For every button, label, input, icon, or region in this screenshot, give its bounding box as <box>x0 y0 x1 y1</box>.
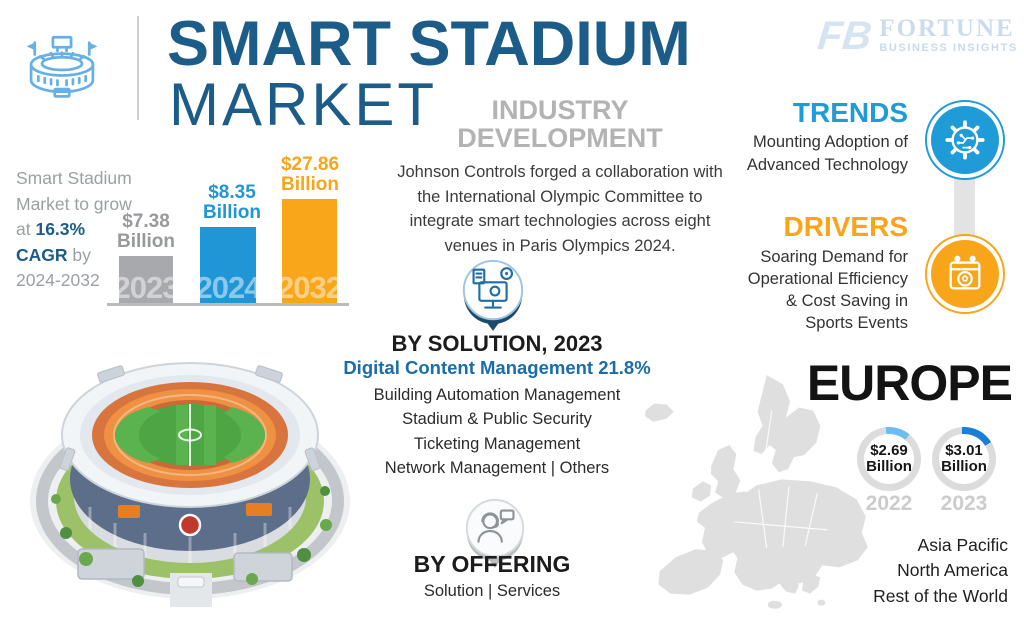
technology-gear-icon <box>945 120 985 160</box>
logo-tagline: BUSINESS INSIGHTS <box>879 42 1018 54</box>
solution-item: Stadium & Public Security <box>402 410 592 429</box>
bar-label-2032: $27.86 Billion <box>262 155 358 195</box>
bar-year-2032: 2032 <box>277 270 343 305</box>
region-item: North America <box>897 560 1008 581</box>
page-title: SMART STADIUM <box>167 9 691 79</box>
region-list: Asia Pacific North America Rest of the W… <box>800 533 1008 609</box>
bar-value-2024: $8.35 <box>208 182 256 203</box>
by-offering-list: Solution | Services <box>423 582 561 600</box>
trends-heading: TRENDS <box>792 97 908 128</box>
europe-2023-value: $3.01 <box>945 441 983 459</box>
bar-2023: 2023 <box>114 256 179 305</box>
drivers-badge <box>931 240 999 308</box>
europe-2022-value: $2.69 <box>870 441 908 459</box>
bar-year-2023: 2023 <box>113 270 180 305</box>
fortune-business-insights-logo: FB FORTUNE BUSINESS INSIGHTS <box>815 14 1018 58</box>
bar-label-2023: $7.38 Billion <box>98 212 194 252</box>
bar-label-2024: $8.35 Billion <box>184 183 280 223</box>
solution-item: Building Automation Management <box>373 386 621 404</box>
bar-unit-2024: Billion <box>202 202 262 223</box>
industry-heading-line1: INDUSTRY <box>491 95 629 125</box>
bar-2032: 2032 <box>277 199 343 305</box>
bar-unit-2032: Billion <box>280 174 340 195</box>
europe-value-2022: $2.69 Billion <box>864 434 914 484</box>
growth-note: Smart Stadium Market to grow at 16.3% CA… <box>16 166 132 294</box>
digital-content-pin-icon <box>462 259 524 331</box>
europe-year-2023: 2023 <box>940 492 988 515</box>
solution-item: Ticketing Management <box>413 434 581 453</box>
drivers-text: Soaring Demand for Operational Efficienc… <box>747 248 908 332</box>
solution-item: Network Management | Others <box>384 459 610 478</box>
logo-monogram-icon: FB <box>815 14 874 58</box>
region-item: Asia Pacific <box>917 535 1008 555</box>
region-item: Rest of the World <box>873 585 1008 606</box>
growth-note-prefix: Smart Stadium Market to grow at <box>16 168 132 239</box>
europe-year-2022: 2022 <box>865 492 913 515</box>
europe-map <box>645 375 868 609</box>
europe-donut-2023: $3.01 Billion <box>932 427 996 491</box>
by-solution-highlight: Digital Content Management 21.8% <box>343 357 651 378</box>
by-solution-list: Building Automation Management Stadium &… <box>347 383 647 481</box>
sports-event-calendar-icon <box>949 255 981 290</box>
bar-value-2032: $27.86 <box>280 154 340 175</box>
header-divider <box>137 16 139 120</box>
stadium-3d-illustration <box>30 362 350 607</box>
europe-donut-2022: $2.69 Billion <box>857 427 921 491</box>
by-offering-heading: BY OFFERING <box>413 551 571 577</box>
europe-heading: EUROPE <box>806 355 1013 411</box>
industry-development-body: Johnson Controls forged a collaboration … <box>397 163 723 255</box>
logo-name: FORTUNE <box>879 15 1015 42</box>
industry-development-heading: INDUSTRY DEVELOPMENT <box>393 96 727 152</box>
bar-year-2024: 2024 <box>195 270 262 305</box>
by-solution-heading: BY SOLUTION, 2023 <box>391 331 603 356</box>
europe-value-2023: $3.01 Billion <box>939 434 989 484</box>
stadium-line-icon <box>26 35 98 98</box>
growth-note-cagr: 16.3% CAGR <box>16 219 86 265</box>
bar-unit-2023: Billion <box>116 231 176 252</box>
services-pin-icon <box>465 498 525 568</box>
europe-2023-unit: Billion <box>941 458 987 475</box>
industry-heading-line2: DEVELOPMENT <box>457 123 663 153</box>
growth-note-suffix: by 2024-2032 <box>16 244 100 291</box>
trends-badge <box>931 106 999 174</box>
page-subtitle: MARKET <box>169 71 438 138</box>
trends-text: Mounting Adoption of Advanced Technology <box>746 133 908 174</box>
drivers-heading: DRIVERS <box>783 211 908 242</box>
bar-value-2023: $7.38 <box>122 211 170 232</box>
europe-2022-unit: Billion <box>866 458 912 475</box>
bar-2024: 2024 <box>196 227 261 305</box>
chart-baseline <box>107 303 349 306</box>
